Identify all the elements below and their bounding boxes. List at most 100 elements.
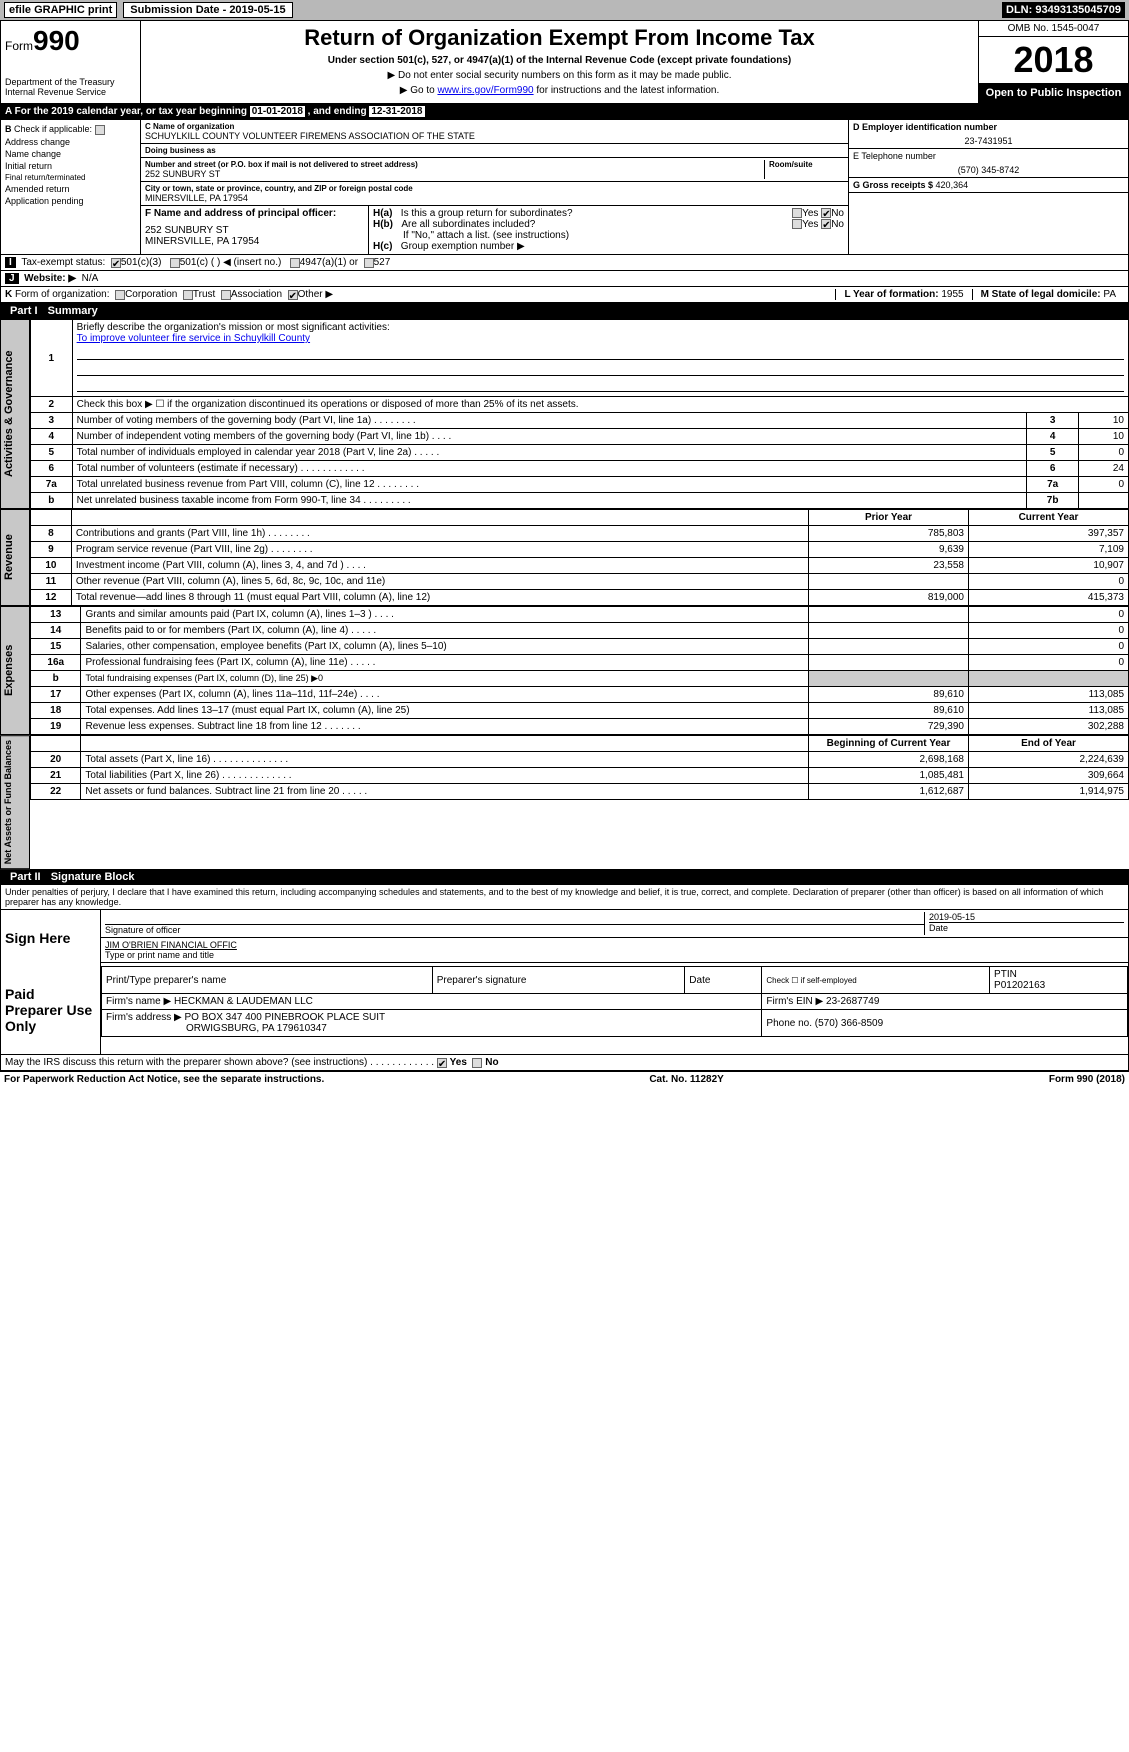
year-text-1: For the 2019 calendar year, or tax year … — [15, 106, 250, 117]
row-i: I Tax-exempt status: 501(c)(3) 501(c) ( … — [0, 255, 1129, 271]
line17-text: Other expenses (Part IX, column (A), lin… — [81, 687, 809, 703]
line18-text: Total expenses. Add lines 13–17 (must eq… — [81, 703, 809, 719]
firm-ein-label: Firm's EIN ▶ — [766, 996, 826, 1007]
form-label: Form — [5, 39, 33, 53]
line9-cy: 7,109 — [969, 542, 1129, 558]
hb-note: If "No," attach a list. (see instruction… — [373, 230, 844, 241]
no-label: No — [831, 219, 844, 230]
line13-text: Grants and similar amounts paid (Part IX… — [81, 607, 809, 623]
line12-py: 819,000 — [809, 590, 969, 606]
ha-yes-check[interactable] — [792, 208, 802, 218]
4947-check[interactable] — [290, 258, 300, 268]
city-label: City or town, state or province, country… — [145, 184, 844, 193]
line15-py — [809, 639, 969, 655]
line3-val: 10 — [1078, 413, 1128, 429]
checkbox[interactable] — [95, 125, 105, 135]
ein: 23-7431951 — [853, 136, 1124, 146]
line7b-text: Net unrelated business taxable income fr… — [72, 493, 1027, 509]
other-check[interactable] — [288, 290, 298, 300]
hc-text: Group exemption number ▶ — [401, 241, 525, 252]
irs-link[interactable]: www.irs.gov/Form990 — [437, 85, 533, 96]
revenue-label: Revenue — [0, 509, 30, 606]
discuss-yes[interactable] — [437, 1058, 447, 1068]
prep-sig-label: Preparer's signature — [432, 967, 685, 994]
org-name: SCHUYLKILL COUNTY VOLUNTEER FIREMENS ASS… — [145, 131, 844, 141]
label-a: A — [5, 106, 12, 117]
line17-py: 89,610 — [809, 687, 969, 703]
label-c: C Name of organization — [145, 122, 844, 131]
omb-number: OMB No. 1545-0047 — [979, 21, 1128, 37]
firm-name-label: Firm's name ▶ — [106, 996, 174, 1007]
ha-no-check[interactable] — [821, 208, 831, 218]
opt-initial: Initial return — [5, 161, 52, 171]
line15-text: Salaries, other compensation, employee b… — [81, 639, 809, 655]
year-text-2: , and ending — [308, 106, 370, 117]
line14-cy: 0 — [969, 623, 1129, 639]
assoc-check[interactable] — [221, 290, 231, 300]
line7a-val: 0 — [1078, 477, 1128, 493]
hb-yes-check[interactable] — [792, 219, 802, 229]
line11-cy: 0 — [969, 574, 1129, 590]
opt-other: Other ▶ — [298, 289, 333, 300]
perjury-text: Under penalties of perjury, I declare th… — [0, 885, 1129, 910]
boy-hdr: Beginning of Current Year — [809, 736, 969, 752]
opt-amended: Amended return — [5, 184, 70, 194]
room-label: Room/suite — [769, 160, 844, 169]
label-hb: H(b) — [373, 219, 393, 230]
corp-check[interactable] — [115, 290, 125, 300]
year-end: 12-31-2018 — [369, 106, 424, 117]
firm-ein: 23-2687749 — [826, 996, 879, 1007]
expenses-label: Expenses — [0, 606, 30, 735]
527-check[interactable] — [364, 258, 374, 268]
gross-receipts: 420,364 — [936, 180, 969, 190]
line21-cy: 309,664 — [969, 768, 1129, 784]
line18-cy: 113,085 — [969, 703, 1129, 719]
line16a-cy: 0 — [969, 655, 1129, 671]
opt-527: 527 — [374, 257, 391, 268]
opt-corp: Corporation — [125, 289, 177, 300]
line16b-text: Total fundraising expenses (Part IX, col… — [81, 671, 809, 687]
row-k: K Form of organization: Corporation Trus… — [0, 287, 1129, 303]
line12-text: Total revenue—add lines 8 through 11 (mu… — [71, 590, 808, 606]
officer-name: JIM O'BRIEN FINANCIAL OFFIC — [105, 940, 1124, 950]
line3-box: 3 — [1027, 413, 1078, 429]
501c3-check[interactable] — [111, 258, 121, 268]
footer-mid: Cat. No. 11282Y — [649, 1074, 723, 1085]
yes-label: Yes — [802, 219, 818, 230]
line6-val: 24 — [1078, 461, 1128, 477]
firm-name: HECKMAN & LAUDEMAN LLC — [174, 996, 313, 1007]
501c-check[interactable] — [170, 258, 180, 268]
line16a-py — [809, 655, 969, 671]
hb-no-check[interactable] — [821, 219, 831, 229]
addr-label: Number and street (or P.O. box if mail i… — [145, 160, 764, 169]
line4-box: 4 — [1027, 429, 1078, 445]
line7a-box: 7a — [1027, 477, 1078, 493]
goto-pre: ▶ Go to — [400, 85, 438, 96]
form-title: Return of Organization Exempt From Incom… — [145, 25, 974, 51]
ha-text: Is this a group return for subordinates? — [401, 208, 573, 219]
row-j: J Website: ▶ N/A — [0, 271, 1129, 287]
footer-left: For Paperwork Reduction Act Notice, see … — [4, 1074, 324, 1085]
discuss-no[interactable] — [472, 1058, 482, 1068]
goto-post: for instructions and the latest informat… — [534, 85, 720, 96]
part1-title: Summary — [48, 305, 98, 317]
line17-cy: 113,085 — [969, 687, 1129, 703]
line3-text: Number of voting members of the governin… — [72, 413, 1027, 429]
line8-py: 785,803 — [809, 526, 969, 542]
page-footer: For Paperwork Reduction Act Notice, see … — [0, 1071, 1129, 1087]
line11-text: Other revenue (Part VIII, column (A), li… — [71, 574, 808, 590]
firm-addr-label: Firm's address ▶ — [106, 1012, 185, 1023]
firm-phone-label: Phone no. — [766, 1018, 814, 1029]
yes: Yes — [450, 1057, 467, 1068]
trust-check[interactable] — [183, 290, 193, 300]
part1-header: Part I Summary — [0, 303, 1129, 319]
line5-box: 5 — [1027, 445, 1078, 461]
line15-cy: 0 — [969, 639, 1129, 655]
label-f: F Name and address of principal officer: — [145, 208, 336, 219]
address: 252 SUNBURY ST — [145, 169, 764, 179]
firm-addr: PO BOX 347 400 PINEBROOK PLACE SUIT — [185, 1012, 386, 1023]
label-g: G Gross receipts $ — [853, 180, 936, 190]
line6-box: 6 — [1027, 461, 1078, 477]
officer-addr: 252 SUNBURY ST MINERSVILLE, PA 17954 — [145, 225, 364, 247]
q2: Check this box ▶ ☐ if the organization d… — [72, 397, 1128, 413]
